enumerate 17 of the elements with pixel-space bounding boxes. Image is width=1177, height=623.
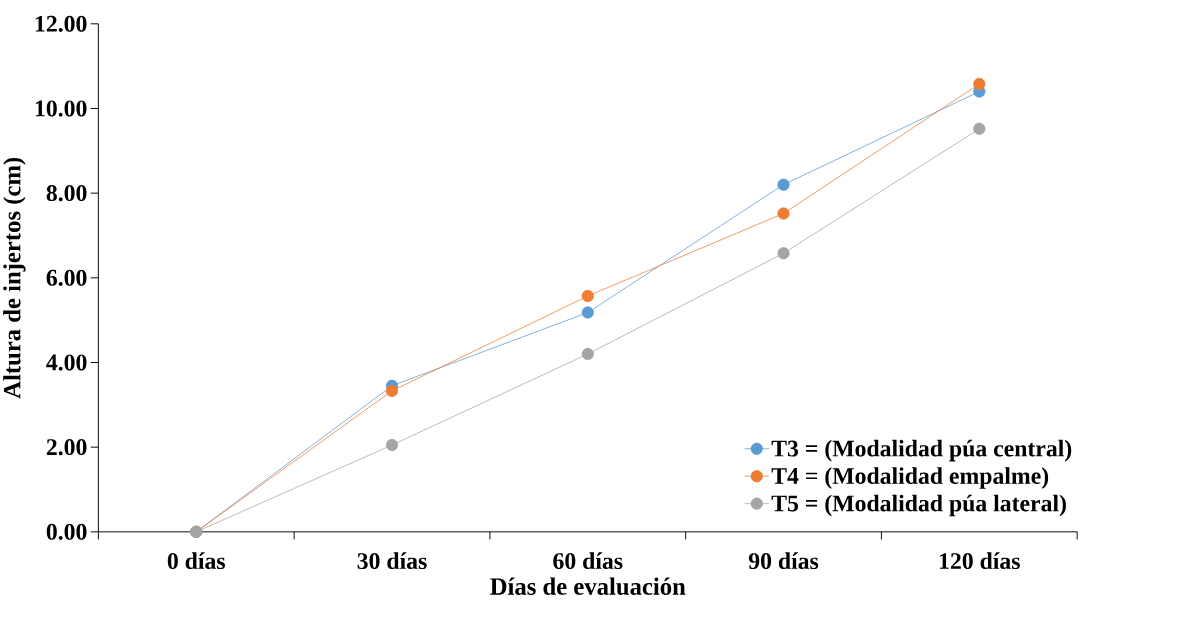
- y-tick-label: 12.00: [35, 15, 87, 32]
- y-tick-label: 0.00: [46, 523, 87, 540]
- y-tick-label: 2.00: [46, 438, 87, 456]
- x-tick-label: 30 días: [357, 552, 427, 569]
- x-axis-title: Días de evaluación: [490, 577, 686, 595]
- legend-label: T5 = (Modalidad púa lateral): [771, 494, 1066, 517]
- x-tick-label: 60 días: [553, 552, 623, 569]
- y-axis-title: Altura de injertos (cm): [3, 157, 26, 399]
- x-tick-label: 0 días: [167, 552, 225, 569]
- x-tick-label: 120 días: [939, 552, 1020, 569]
- legend-label: T3 = (Modalidad púa central): [771, 439, 1072, 462]
- y-tick-label: 6.00: [46, 269, 87, 286]
- y-tick-label: 4.00: [46, 354, 87, 371]
- y-tick-label: 8.00: [46, 184, 87, 202]
- legend-label: T4 = (Modalidad empalme): [771, 467, 1049, 489]
- y-tick-label: 10.00: [35, 100, 87, 117]
- x-tick-label: 90 días: [748, 552, 819, 569]
